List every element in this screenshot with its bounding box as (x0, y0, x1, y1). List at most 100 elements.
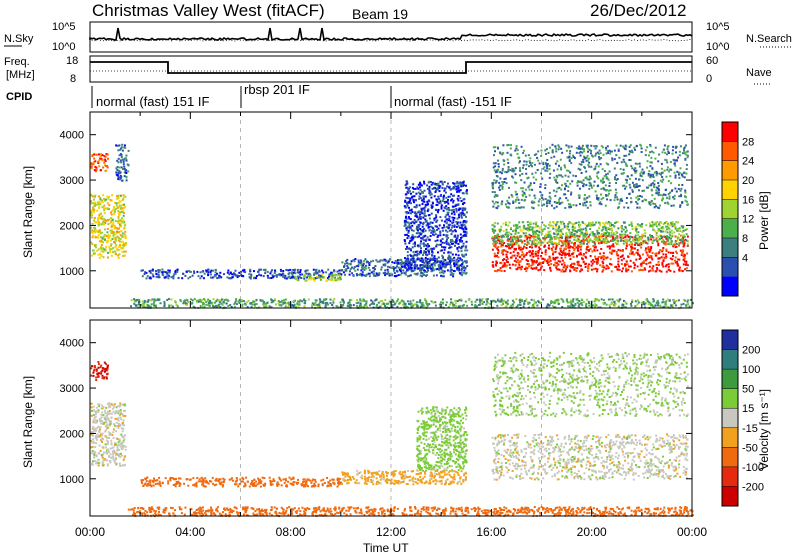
heatmap-cell (462, 220, 465, 223)
heatmap-cell (421, 259, 424, 262)
heatmap-cell (437, 227, 440, 230)
heatmap-cell (636, 249, 639, 252)
heatmap-cell (163, 270, 165, 273)
heatmap-cell (549, 230, 552, 233)
heatmap-cell (94, 201, 97, 204)
heatmap-cell (523, 181, 526, 184)
heatmap-cell (434, 240, 437, 243)
heatmap-cell (599, 236, 602, 239)
heatmap-cell (611, 159, 614, 162)
heatmap-cell (619, 239, 622, 242)
nsearch-tick-high: 10^5 (706, 21, 730, 33)
heatmap-cell (648, 249, 651, 252)
heatmap-cell (500, 245, 503, 248)
heatmap-cell (462, 242, 465, 245)
heatmap-cell (435, 274, 438, 277)
heatmap-cell (501, 181, 504, 183)
heatmap-cell (582, 158, 585, 161)
heatmap-cell (623, 184, 626, 187)
heatmap-cell (351, 266, 353, 269)
heatmap-cell (666, 231, 669, 234)
heatmap-cell (395, 265, 398, 268)
heatmap-cell (116, 248, 119, 251)
heatmap-cell (566, 264, 569, 267)
heatmap-cell (557, 260, 560, 263)
heatmap-cell (419, 183, 422, 186)
heatmap-cell (441, 263, 444, 266)
heatmap-cell (670, 182, 673, 185)
heatmap-cell (459, 239, 462, 241)
heatmap-cell (653, 179, 656, 182)
heatmap-cell (534, 242, 537, 245)
heatmap-cell (514, 149, 517, 152)
heatmap-cell (635, 242, 638, 245)
heatmap-cell (406, 211, 409, 214)
heatmap-cell (509, 251, 512, 254)
heatmap-cell (111, 210, 114, 213)
heatmap-cell (561, 233, 564, 236)
heatmap-cell (496, 234, 498, 237)
heatmap-cell (114, 208, 117, 210)
heatmap-cell (119, 208, 122, 211)
heatmap-cell (668, 197, 671, 200)
heatmap-cell (143, 273, 146, 276)
heatmap-cell (494, 244, 496, 247)
heatmap-cell (413, 260, 416, 263)
heatmap-cell (418, 195, 421, 198)
heatmap-cell (333, 270, 336, 273)
heatmap-cell (185, 270, 188, 273)
heatmap-cell (602, 255, 605, 257)
heatmap-cell (525, 160, 528, 163)
heatmap-cell (407, 188, 410, 191)
heatmap-cell (456, 267, 459, 270)
heatmap-cell (118, 245, 121, 248)
heatmap-cell (647, 303, 650, 306)
heatmap-cell (587, 249, 590, 252)
heatmap-cell (549, 269, 552, 272)
heatmap-cell (624, 264, 627, 267)
heatmap-cell (682, 258, 685, 261)
heatmap-cell (398, 259, 401, 262)
heatmap-cell (529, 228, 532, 231)
heatmap-cell (461, 211, 464, 214)
heatmap-cell (576, 263, 579, 266)
heatmap-cell (521, 251, 524, 254)
heatmap-cell (453, 182, 456, 185)
heatmap-cell (644, 199, 647, 201)
heatmap-cell (416, 258, 419, 261)
heatmap-cell (649, 145, 652, 148)
heatmap-cell (449, 303, 452, 306)
heatmap-region (115, 143, 130, 182)
heatmap-cell (555, 246, 558, 249)
heatmap-cell (555, 262, 558, 265)
heatmap-cell (90, 213, 93, 216)
heatmap-cell (620, 230, 623, 233)
heatmap-cell (519, 174, 521, 177)
heatmap-cell (592, 184, 595, 187)
heatmap-cell (549, 259, 552, 262)
heatmap-cell (114, 245, 117, 248)
heatmap-cell (430, 183, 433, 186)
heatmap-cell (429, 257, 432, 260)
heatmap-cell (264, 269, 267, 272)
heatmap-cell (617, 149, 620, 152)
heatmap-cell (443, 189, 446, 192)
heatmap-cell (421, 225, 424, 228)
heatmap-cell (581, 257, 583, 260)
heatmap-cell (125, 154, 128, 157)
heatmap-cell (613, 167, 616, 170)
heatmap-cell (422, 265, 425, 268)
heatmap-cell (515, 206, 518, 209)
heatmap-cell (435, 243, 438, 246)
heatmap-cell (333, 276, 336, 279)
heatmap-cell (181, 277, 184, 280)
heatmap-cell (150, 269, 153, 272)
heatmap-cell (602, 228, 605, 231)
heatmap-cell (582, 254, 585, 257)
heatmap-cell (524, 243, 526, 246)
heatmap-cell (607, 265, 609, 268)
heatmap-cell (103, 248, 106, 251)
heatmap-cell (113, 241, 115, 243)
heatmap-cell (515, 227, 518, 230)
heatmap-cell (454, 203, 457, 206)
